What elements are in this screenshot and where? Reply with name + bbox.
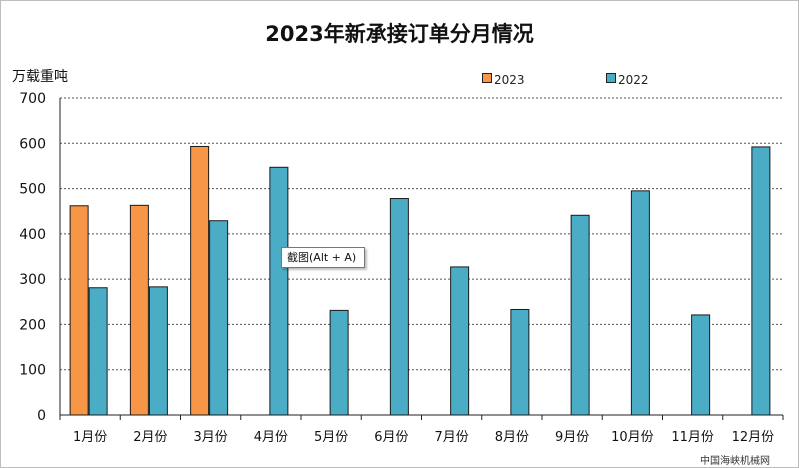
bar-2023-2	[129, 204, 149, 416]
x-tick-label: 12月份	[732, 430, 775, 445]
y-axis-unit-label: 万载重吨	[12, 69, 68, 85]
y-tick-label: 0	[37, 408, 46, 424]
x-tick-label: 1月份	[73, 430, 107, 445]
legend-item-2023: 2023	[482, 72, 525, 88]
x-tick-label: 6月份	[374, 430, 408, 445]
legend-swatch-2022	[606, 73, 616, 83]
x-tick-label: 9月份	[555, 430, 589, 445]
x-tick-label: 8月份	[495, 430, 529, 445]
legend-label-2022: 2022	[618, 73, 649, 87]
x-tick-label: 7月份	[434, 430, 468, 445]
bar-2022-1	[88, 287, 108, 416]
watermark: 中国海峡机械网	[700, 456, 770, 467]
bar-2022-3	[209, 220, 229, 416]
bar-2022-12	[751, 146, 771, 416]
bar-2023-1	[69, 205, 89, 416]
legend-item-2022: 2022	[606, 72, 649, 88]
bar-2022-5	[329, 309, 349, 416]
x-tick-label: 2月份	[133, 430, 167, 445]
y-tick-label: 200	[19, 317, 46, 333]
y-tick-label: 500	[19, 182, 46, 198]
screenshot-tooltip: 截图(Alt + A)	[281, 247, 365, 268]
x-tick-label: 5月份	[314, 430, 348, 445]
y-tick-label: 400	[19, 227, 46, 243]
bar-2023-3	[190, 145, 210, 416]
legend-swatch-2023	[482, 73, 492, 83]
y-tick-label: 300	[19, 272, 46, 288]
bar-2022-8	[510, 308, 530, 416]
bar-2022-4	[269, 166, 289, 416]
x-tick-label: 3月份	[193, 430, 227, 445]
chart-title: 2023年新承接订单分月情况	[265, 22, 534, 46]
y-tick-label: 700	[19, 91, 46, 107]
bar-2022-2	[148, 286, 168, 416]
bar-2022-9	[570, 214, 590, 416]
y-tick-label: 600	[19, 136, 46, 152]
x-tick-label: 11月份	[671, 430, 714, 445]
x-tick-label: 4月份	[254, 430, 288, 445]
x-tick-label: 10月份	[611, 430, 654, 445]
bar-2022-10	[630, 190, 650, 416]
y-tick-label: 100	[19, 363, 46, 379]
bar-2022-11	[691, 314, 711, 416]
bar-2022-6	[389, 198, 409, 416]
legend-label-2023: 2023	[494, 73, 525, 87]
bar-2022-7	[450, 266, 470, 416]
